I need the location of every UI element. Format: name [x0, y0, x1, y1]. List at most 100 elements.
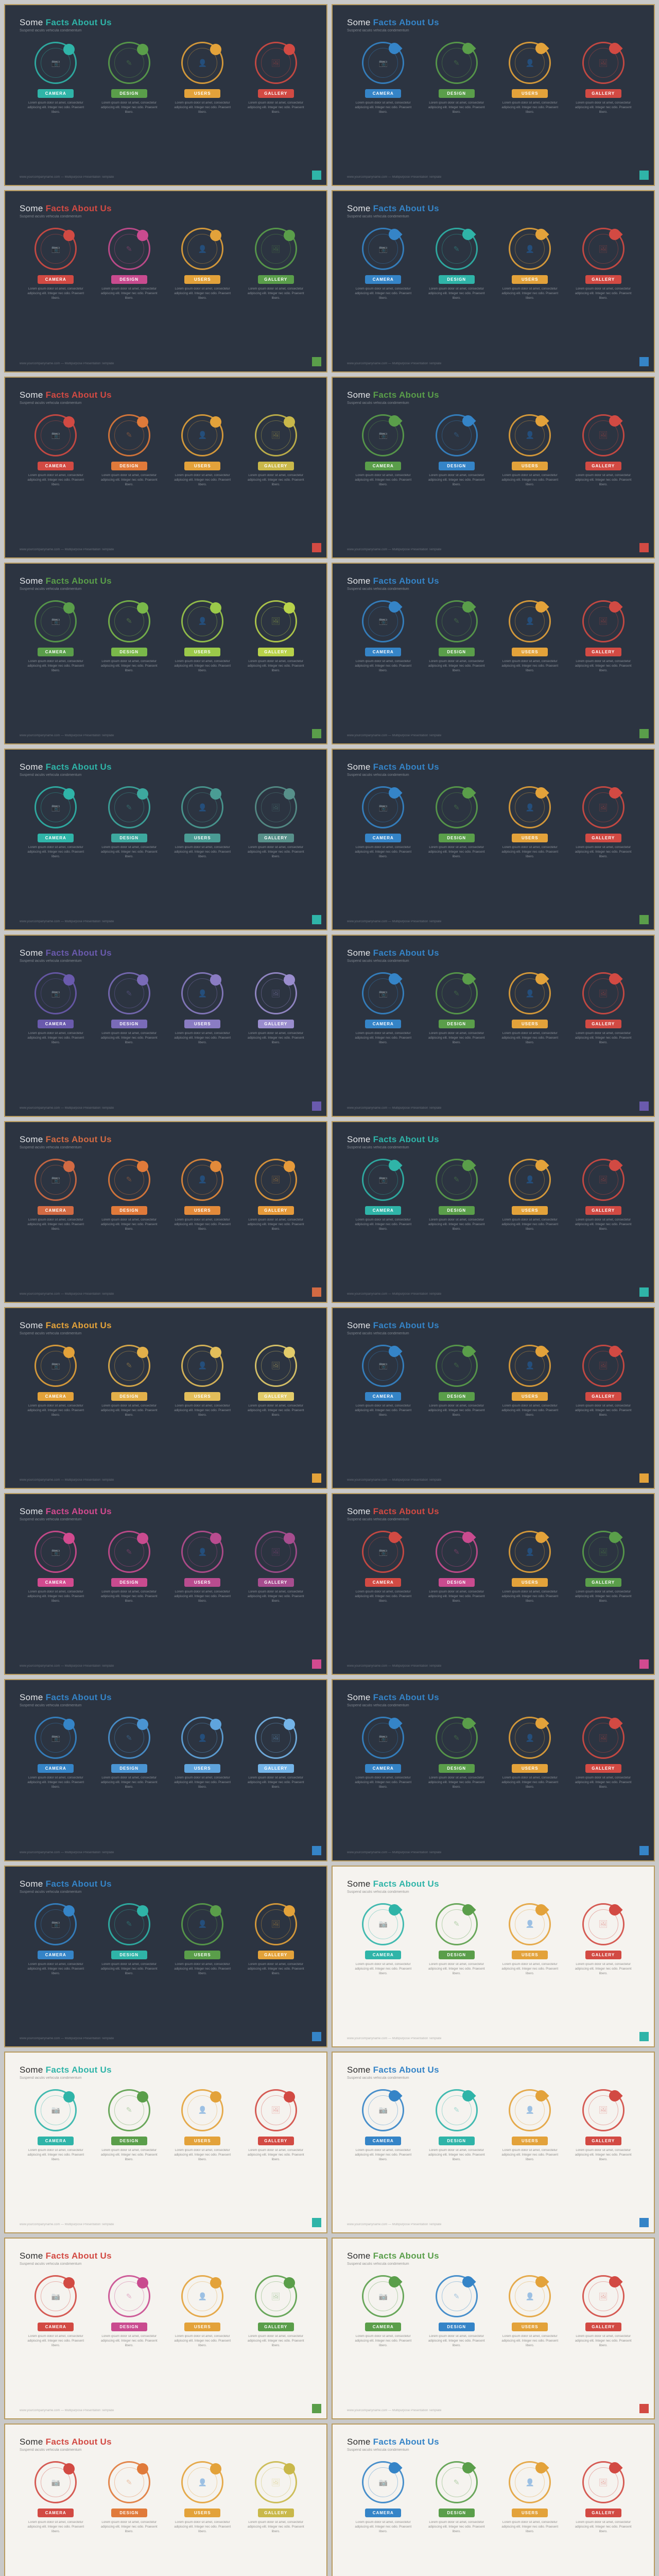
item-desc: Lorem ipsum dolor sit amet, consectetur … — [352, 1962, 414, 1976]
item-desc: Lorem ipsum dolor sit amet, consectetur … — [499, 1590, 561, 1604]
slide-19[interactable]: Some Facts About UsSuspend iaculis vehic… — [4, 1679, 327, 1861]
slide-14[interactable]: Some Facts About UsSuspend iaculis vehic… — [332, 1121, 655, 1303]
item-label: GALLERY — [258, 1392, 294, 1401]
fact-item: 👤USERSLorem ipsum dolor sit amet, consec… — [169, 42, 236, 115]
fact-item: ✎DESIGNLorem ipsum dolor sit amet, conse… — [96, 228, 163, 301]
circle-graphic: ✎ — [436, 972, 478, 1014]
circle-graphic: 📷 — [34, 1717, 77, 1759]
item-desc: Lorem ipsum dolor sit amet, consectetur … — [499, 473, 561, 487]
fact-item: 🖼GALLERYLorem ipsum dolor sit amet, cons… — [570, 786, 637, 859]
slide-15[interactable]: Some Facts About UsSuspend iaculis vehic… — [4, 1307, 327, 1489]
slide-21[interactable]: Some Facts About UsSuspend iaculis vehic… — [4, 1866, 327, 2047]
item-label: CAMERA — [38, 275, 74, 284]
item-label: USERS — [512, 834, 548, 842]
items-row: 📷CAMERALorem ipsum dolor sit amet, conse… — [347, 1717, 639, 1852]
circle-graphic: 🖼 — [255, 1159, 297, 1201]
slide-3[interactable]: Some Facts About UsSuspend iaculis vehic… — [4, 190, 327, 372]
item-label: USERS — [184, 89, 220, 98]
item-desc: Lorem ipsum dolor sit amet, consectetur … — [245, 1218, 307, 1232]
slide-12[interactable]: Some Facts About UsSuspend iaculis vehic… — [332, 935, 655, 1116]
fact-item: 👤USERSLorem ipsum dolor sit amet, consec… — [497, 42, 563, 115]
item-label: CAMERA — [38, 462, 74, 470]
corner-square — [312, 1659, 321, 1669]
slide-subtitle: Suspend iaculis vehicula condimentum — [20, 959, 312, 963]
slide-20[interactable]: Some Facts About UsSuspend iaculis vehic… — [332, 1679, 655, 1861]
fact-item: 📷CAMERALorem ipsum dolor sit amet, conse… — [23, 2275, 89, 2348]
item-desc: Lorem ipsum dolor sit amet, consectetur … — [426, 1031, 488, 1045]
slide-28[interactable]: Some Facts About UsSuspend iaculis vehic… — [332, 2424, 655, 2576]
item-label: GALLERY — [258, 1578, 294, 1587]
fact-item: 🖼GALLERYLorem ipsum dolor sit amet, cons… — [570, 972, 637, 1045]
slide-23[interactable]: Some Facts About UsSuspend iaculis vehic… — [4, 2052, 327, 2233]
fact-item: 🖼GALLERYLorem ipsum dolor sit amet, cons… — [243, 1903, 309, 1976]
circle-graphic: 📷 — [34, 1345, 77, 1387]
slide-26[interactable]: Some Facts About UsSuspend iaculis vehic… — [332, 2238, 655, 2419]
item-desc: Lorem ipsum dolor sit amet, consectetur … — [245, 287, 307, 301]
item-label: USERS — [512, 2137, 548, 2145]
item-desc: Lorem ipsum dolor sit amet, consectetur … — [352, 1590, 414, 1604]
circle-graphic: ✎ — [108, 2089, 150, 2131]
slide-18[interactable]: Some Facts About UsSuspend iaculis vehic… — [332, 1493, 655, 1675]
circle-graphic: ✎ — [436, 414, 478, 456]
fact-item: ✎DESIGNLorem ipsum dolor sit amet, conse… — [424, 1903, 490, 1976]
slide-title: Some Facts About Us — [20, 1320, 312, 1331]
item-desc: Lorem ipsum dolor sit amet, consectetur … — [245, 1776, 307, 1790]
items-row: 📷CAMERALorem ipsum dolor sit amet, conse… — [347, 228, 639, 363]
circle-graphic: ✎ — [436, 1717, 478, 1759]
slide-footer: www.yourcompanyname.com — Multipurpose P… — [20, 176, 114, 179]
fact-item: ✎DESIGNLorem ipsum dolor sit amet, conse… — [96, 972, 163, 1045]
slide-10[interactable]: Some Facts About UsSuspend iaculis vehic… — [332, 749, 655, 930]
slide-24[interactable]: Some Facts About UsSuspend iaculis vehic… — [332, 2052, 655, 2233]
item-label: USERS — [184, 275, 220, 284]
fact-item: 👤USERSLorem ipsum dolor sit amet, consec… — [169, 1159, 236, 1232]
item-desc: Lorem ipsum dolor sit amet, consectetur … — [245, 1031, 307, 1045]
items-row: 📷CAMERALorem ipsum dolor sit amet, conse… — [347, 1531, 639, 1666]
item-label: USERS — [512, 89, 548, 98]
item-label: USERS — [184, 1578, 220, 1587]
item-desc: Lorem ipsum dolor sit amet, consectetur … — [245, 1590, 307, 1604]
slide-22[interactable]: Some Facts About UsSuspend iaculis vehic… — [332, 1866, 655, 2047]
circle-graphic: ✎ — [436, 1345, 478, 1387]
slide-title: Some Facts About Us — [20, 390, 312, 400]
corner-square — [639, 2218, 649, 2227]
item-label: USERS — [512, 1578, 548, 1587]
slide-27[interactable]: Some Facts About UsSuspend iaculis vehic… — [4, 2424, 327, 2576]
fact-item: 👤USERSLorem ipsum dolor sit amet, consec… — [497, 414, 563, 487]
circle-graphic: 🖼 — [255, 2089, 297, 2131]
circle-graphic: 🖼 — [255, 1903, 297, 1945]
slide-2[interactable]: Some Facts About UsSuspend iaculis vehic… — [332, 4, 655, 186]
circle-graphic: 👤 — [509, 2461, 551, 2503]
items-row: 📷CAMERALorem ipsum dolor sit amet, conse… — [20, 2461, 312, 2576]
circle-graphic: 👤 — [509, 1159, 551, 1201]
item-desc: Lorem ipsum dolor sit amet, consectetur … — [499, 101, 561, 115]
slide-13[interactable]: Some Facts About UsSuspend iaculis vehic… — [4, 1121, 327, 1303]
circle-graphic: ✎ — [108, 42, 150, 84]
slide-8[interactable]: Some Facts About UsSuspend iaculis vehic… — [332, 563, 655, 744]
item-label: DESIGN — [439, 2323, 475, 2331]
item-label: USERS — [512, 1392, 548, 1401]
item-label: USERS — [512, 1206, 548, 1215]
fact-item: 👤USERSLorem ipsum dolor sit amet, consec… — [169, 1903, 236, 1976]
slide-1[interactable]: Some Facts About UsSuspend iaculis vehic… — [4, 4, 327, 186]
slide-6[interactable]: Some Facts About UsSuspend iaculis vehic… — [332, 377, 655, 558]
slide-subtitle: Suspend iaculis vehicula condimentum — [347, 215, 639, 218]
items-row: 📷CAMERALorem ipsum dolor sit amet, conse… — [347, 1345, 639, 1480]
slide-11[interactable]: Some Facts About UsSuspend iaculis vehic… — [4, 935, 327, 1116]
item-label: GALLERY — [585, 1951, 621, 1959]
slide-9[interactable]: Some Facts About UsSuspend iaculis vehic… — [4, 749, 327, 930]
circle-graphic: 👤 — [509, 2089, 551, 2131]
slide-5[interactable]: Some Facts About UsSuspend iaculis vehic… — [4, 377, 327, 558]
slide-footer: www.yourcompanyname.com — Multipurpose P… — [20, 1851, 114, 1854]
item-desc: Lorem ipsum dolor sit amet, consectetur … — [98, 1031, 160, 1045]
slide-25[interactable]: Some Facts About UsSuspend iaculis vehic… — [4, 2238, 327, 2419]
slide-4[interactable]: Some Facts About UsSuspend iaculis vehic… — [332, 190, 655, 372]
item-label: DESIGN — [439, 89, 475, 98]
slide-16[interactable]: Some Facts About UsSuspend iaculis vehic… — [332, 1307, 655, 1489]
corner-square — [639, 1659, 649, 1669]
circle-graphic: 📷 — [34, 414, 77, 456]
items-row: 📷CAMERALorem ipsum dolor sit amet, conse… — [347, 972, 639, 1107]
circle-graphic: 🖼 — [582, 1903, 625, 1945]
item-label: CAMERA — [365, 1764, 401, 1773]
slide-17[interactable]: Some Facts About UsSuspend iaculis vehic… — [4, 1493, 327, 1675]
slide-7[interactable]: Some Facts About UsSuspend iaculis vehic… — [4, 563, 327, 744]
